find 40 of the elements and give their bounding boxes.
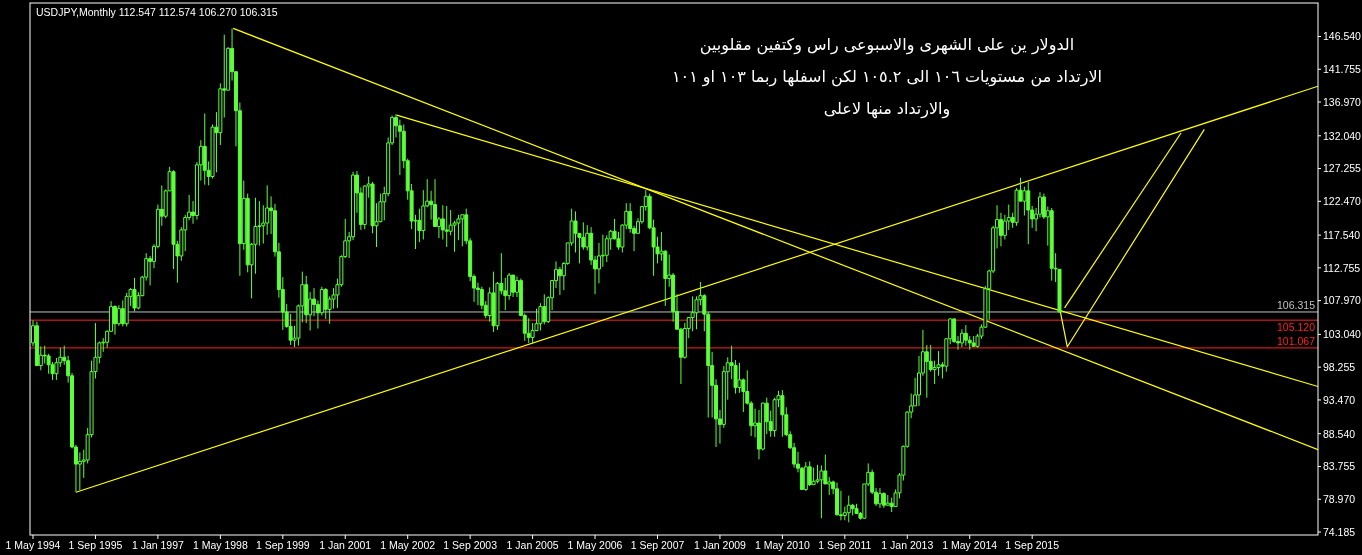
x-tick-label: 1 Sep 2015 <box>1005 539 1060 551</box>
y-tick-label: 117.540 <box>1323 228 1361 241</box>
ref-line-label: 105.120 <box>1277 321 1316 334</box>
y-tick-label: 107.970 <box>1323 294 1362 307</box>
y-tick-label: 122.470 <box>1323 195 1362 208</box>
x-tick-label: 1 May 2006 <box>567 539 623 551</box>
x-tick-label: 1 Sep 1999 <box>255 539 310 551</box>
y-tick-label: 74.185 <box>1323 525 1356 538</box>
ref-line-label: 106.315 <box>1277 298 1316 311</box>
y-tick-label: 93.470 <box>1323 393 1356 406</box>
x-tick-label: 1 Jan 2001 <box>319 539 372 551</box>
chart-title: USDJPY,Monthly 112.547 112.574 106.270 106.315 <box>36 6 278 18</box>
y-tick-label: 78.970 <box>1323 493 1356 506</box>
x-tick-label: 1 Sep 1995 <box>68 539 123 551</box>
x-tick-label: 1 Sep 2007 <box>630 539 685 551</box>
annotation: والارتداد منها لاعلى <box>823 99 951 119</box>
y-tick-label: 103.040 <box>1323 328 1362 341</box>
annotation: الارتداد من مستويات ١٠٦ الى ١٠٥.٢ لكن اسفلها ربما ١٠٣ او ١٠١ <box>671 67 1103 87</box>
y-tick-label: 98.255 <box>1323 360 1356 373</box>
annotation: الدولار ين على الشهرى والاسبوعى راس وكتفين مقلوبين <box>699 35 1075 55</box>
x-tick-label: 1 Jan 2005 <box>506 539 559 551</box>
x-tick-label: 1 Sep 2011 <box>818 539 872 551</box>
x-tick-label: 1 May 2002 <box>380 539 436 551</box>
y-tick-label: 88.540 <box>1323 427 1356 440</box>
x-tick-label: 1 Jan 2009 <box>693 539 747 551</box>
x-tick-label: 1 Sep 2003 <box>443 539 498 551</box>
y-tick-label: 136.970 <box>1323 95 1362 108</box>
y-tick-label: 112.755 <box>1323 261 1361 274</box>
y-tick-label: 132.040 <box>1323 129 1362 142</box>
x-tick-label: 1 May 1998 <box>192 539 248 551</box>
x-tick-label: 1 Jan 1997 <box>131 539 185 551</box>
y-tick-label: 83.755 <box>1323 460 1356 473</box>
ref-line-label: 101.067 <box>1277 334 1316 347</box>
y-tick-label: 146.540 <box>1323 30 1362 43</box>
x-tick-label: 1 Jan 2013 <box>881 539 934 551</box>
x-tick-label: 1 May 2010 <box>754 539 810 551</box>
y-tick-label: 127.255 <box>1323 162 1362 175</box>
y-tick-label: 141.755 <box>1323 63 1362 76</box>
x-tick-label: 1 May 2014 <box>942 539 998 551</box>
x-tick-label: 1 May 1994 <box>5 539 61 551</box>
